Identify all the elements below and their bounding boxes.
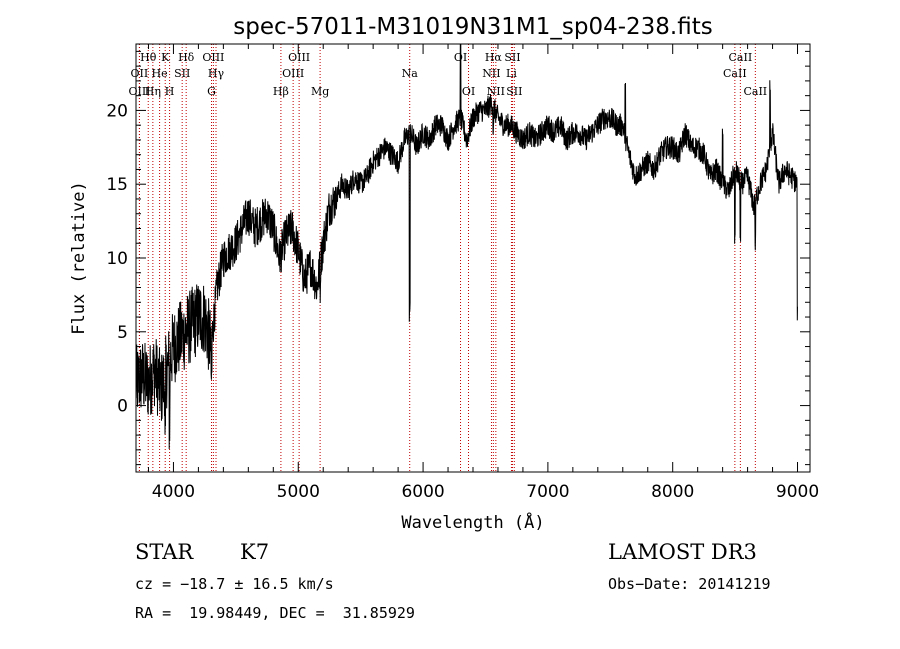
line-label: OIII xyxy=(202,51,224,64)
line-label: Hβ xyxy=(273,85,289,98)
line-label: CaII xyxy=(723,67,747,80)
y-tick-label: 20 xyxy=(106,101,128,121)
line-label: OI xyxy=(462,85,475,98)
line-label: Na xyxy=(402,67,419,80)
x-axis-ticks: 4000 5000 6000 7000 8000 9000 xyxy=(147,44,819,502)
line-label: Mg xyxy=(311,85,329,98)
chart-title: spec-57011-M31019N31M1_sp04-238.fits xyxy=(233,14,712,40)
line-label: G xyxy=(207,85,216,98)
line-label: He xyxy=(152,67,168,80)
line-label: SII xyxy=(504,51,520,64)
obs-date-text: Obs−Date: 20141219 xyxy=(608,575,771,593)
object-subclass: K7 xyxy=(240,540,270,564)
line-label: SII xyxy=(174,67,190,80)
line-label: Hη xyxy=(145,85,161,98)
y-tick-label: 5 xyxy=(117,323,128,343)
y-axis-label: Flux (relative) xyxy=(69,181,89,335)
x-tick-label: 9000 xyxy=(776,482,819,502)
line-label: K xyxy=(161,51,170,64)
plot-frame xyxy=(135,43,811,473)
line-label: Hγ xyxy=(208,67,225,80)
y-tick-label: 15 xyxy=(106,175,128,195)
redshift-text: cz = −18.7 ± 16.5 km/s xyxy=(135,575,334,593)
line-label: NII xyxy=(487,85,505,98)
x-tick-label: 8000 xyxy=(651,482,694,502)
line-label: NII xyxy=(482,67,500,80)
x-axis-label: Wavelength (Å) xyxy=(401,511,544,533)
line-label: CaII xyxy=(729,51,753,64)
object-class: STAR xyxy=(135,540,194,564)
x-tick-label: 7000 xyxy=(526,482,569,502)
line-label: H xyxy=(165,85,175,98)
line-label: OII xyxy=(131,67,149,80)
y-tick-label: 0 xyxy=(117,397,128,417)
x-tick-label: 6000 xyxy=(401,482,444,502)
x-tick-label: 4000 xyxy=(152,482,195,502)
line-label: CaII xyxy=(743,85,767,98)
line-label: SII xyxy=(506,85,522,98)
line-label: Hδ xyxy=(178,51,195,64)
spectrum-chart: spec-57011-M31019N31M1_sp04-238.fits Hθ O… xyxy=(69,14,819,533)
line-label: OIII xyxy=(288,51,310,64)
coordinates-text: RA = 19.98449, DEC = 31.85929 xyxy=(135,604,415,622)
y-tick-label: 10 xyxy=(106,249,128,269)
line-label: Li xyxy=(506,67,517,80)
survey-name: LAMOST DR3 xyxy=(608,540,757,564)
line-label: Hα xyxy=(485,51,503,64)
line-label: Hθ xyxy=(140,51,157,64)
line-label: OIII xyxy=(128,85,150,98)
y-axis-ticks: 0 5 10 15 20 xyxy=(106,50,810,466)
line-label: OIII xyxy=(282,67,304,80)
x-tick-label: 5000 xyxy=(277,482,320,502)
spectrum-line xyxy=(135,43,798,450)
